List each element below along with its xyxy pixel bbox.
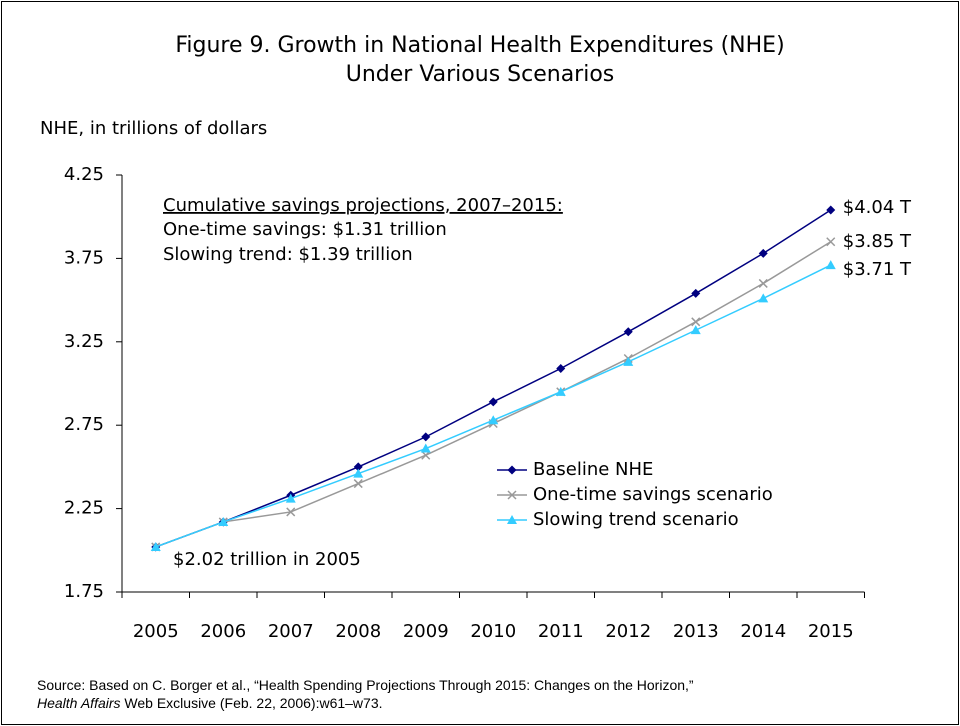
x-tick-label: 2008 xyxy=(335,621,381,642)
marker xyxy=(691,288,701,298)
marker xyxy=(623,356,634,366)
marker xyxy=(623,327,633,337)
x-tick-label: 2014 xyxy=(740,621,786,642)
chart-title: Under Various Scenarios xyxy=(346,62,615,87)
y-tick-label: 4.25 xyxy=(64,164,104,185)
annotation: Cumulative savings projections, 2007–201… xyxy=(163,195,563,216)
x-tick-label: 2007 xyxy=(268,621,314,642)
x-tick-label: 2013 xyxy=(673,621,719,642)
marker xyxy=(218,516,229,526)
source: Source: Based on C. Borger et al., “Heal… xyxy=(37,676,694,712)
marker xyxy=(507,490,517,500)
x-tick-label: 2006 xyxy=(200,621,246,642)
x-tick-label: 2012 xyxy=(605,621,651,642)
marker xyxy=(826,237,836,247)
annotation: One-time savings: $1.31 trillion xyxy=(163,219,447,240)
legend-label: One-time savings scenario xyxy=(533,484,773,505)
marker xyxy=(691,317,701,327)
end-label: $3.71 T xyxy=(843,259,912,280)
legend-label: Baseline NHE xyxy=(533,459,653,480)
x-tick-label: 2005 xyxy=(133,621,179,642)
y-tick-label: 2.75 xyxy=(64,414,104,435)
x-tick-label: 2015 xyxy=(808,621,854,642)
source-text: Source: Based on C. Borger et al., “Heal… xyxy=(37,677,694,693)
annotation: Slowing trend: $1.39 trillion xyxy=(163,244,413,265)
marker xyxy=(758,293,769,303)
marker xyxy=(758,278,768,288)
marker xyxy=(420,443,431,453)
marker xyxy=(758,248,768,258)
annotation: $2.02 trillion in 2005 xyxy=(173,549,361,570)
marker xyxy=(353,468,364,478)
marker xyxy=(421,450,431,460)
y-tick-label: 3.75 xyxy=(64,247,104,268)
marker xyxy=(507,465,517,475)
source-text: Web Exclusive (Feb. 22, 2006):w61–w73. xyxy=(120,695,383,711)
x-tick-label: 2009 xyxy=(403,621,449,642)
chart-title: Figure 9. Growth in National Health Expe… xyxy=(175,33,784,58)
marker xyxy=(555,386,566,396)
marker xyxy=(150,541,161,551)
y-tick-label: 2.25 xyxy=(64,498,104,519)
x-tick-label: 2011 xyxy=(538,621,584,642)
marker xyxy=(353,479,363,489)
marker xyxy=(826,205,836,215)
marker xyxy=(353,462,363,472)
end-label: $3.85 T xyxy=(843,231,912,252)
y-tick-label: 1.75 xyxy=(64,581,104,602)
marker xyxy=(285,493,296,503)
x-tick-label: 2010 xyxy=(470,621,516,642)
y-axis-label: NHE, in trillions of dollars xyxy=(40,118,267,139)
y-tick-label: 3.25 xyxy=(64,331,104,352)
source-journal: Health Affairs xyxy=(37,695,121,711)
legend-label: Slowing trend scenario xyxy=(533,509,739,530)
end-label: $4.04 T xyxy=(843,197,912,218)
marker xyxy=(488,415,499,425)
marker xyxy=(825,260,836,270)
marker xyxy=(286,507,296,517)
marker xyxy=(488,397,498,407)
marker xyxy=(690,325,701,335)
marker xyxy=(507,515,517,524)
marker xyxy=(421,432,431,442)
marker xyxy=(556,363,566,373)
